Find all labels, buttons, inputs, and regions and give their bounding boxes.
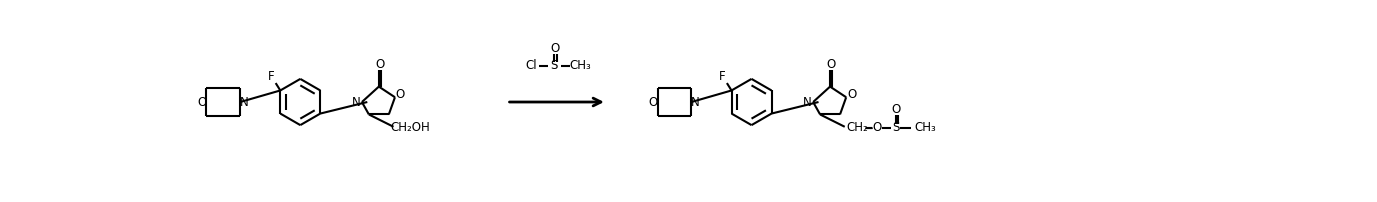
- Text: O: O: [847, 88, 856, 101]
- Text: CH₃: CH₃: [914, 121, 936, 134]
- Text: O: O: [873, 121, 881, 134]
- Text: F: F: [267, 70, 274, 83]
- Text: O: O: [551, 42, 560, 55]
- Text: CH₃: CH₃: [569, 59, 591, 72]
- Text: S: S: [551, 59, 558, 72]
- Text: Cl: Cl: [526, 59, 537, 72]
- Text: N: N: [240, 96, 248, 108]
- Text: O: O: [649, 96, 658, 108]
- Text: CH₂: CH₂: [847, 121, 868, 134]
- Text: O: O: [197, 96, 207, 108]
- Text: O: O: [375, 58, 384, 71]
- Text: O: O: [395, 88, 405, 101]
- Text: N: N: [353, 96, 361, 108]
- Text: N: N: [803, 96, 812, 108]
- Text: S: S: [892, 121, 899, 134]
- Text: O: O: [892, 103, 901, 116]
- Text: O: O: [826, 58, 836, 71]
- Text: CH₂OH: CH₂OH: [391, 121, 431, 134]
- Text: N: N: [691, 96, 700, 108]
- Text: F: F: [719, 70, 726, 83]
